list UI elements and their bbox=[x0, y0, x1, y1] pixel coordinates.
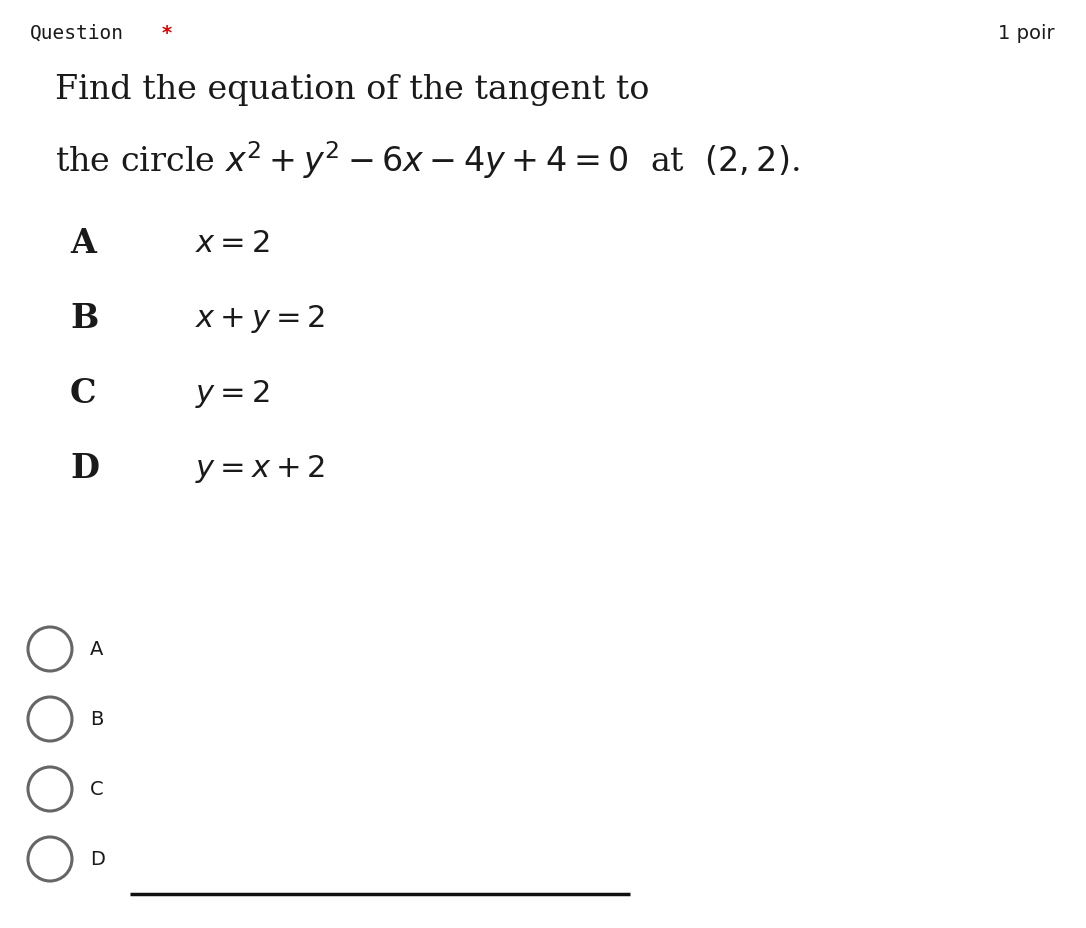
Text: *: * bbox=[162, 24, 172, 43]
Text: A: A bbox=[90, 639, 103, 659]
Text: $x + y = 2$: $x + y = 2$ bbox=[195, 303, 325, 335]
Text: $y = 2$: $y = 2$ bbox=[195, 378, 269, 409]
Text: Question: Question bbox=[30, 24, 124, 43]
Text: $x = 2$: $x = 2$ bbox=[195, 228, 269, 259]
Text: Find the equation of the tangent to: Find the equation of the tangent to bbox=[55, 74, 649, 106]
Text: C: C bbox=[70, 377, 97, 410]
Text: D: D bbox=[90, 850, 105, 869]
Text: C: C bbox=[90, 780, 103, 799]
Text: B: B bbox=[90, 710, 103, 728]
Text: the circle $x^2 + y^2 - 6x - 4y + 4 = 0$  at  $(2, 2)$.: the circle $x^2 + y^2 - 6x - 4y + 4 = 0$… bbox=[55, 139, 799, 181]
Text: D: D bbox=[70, 452, 99, 485]
Text: B: B bbox=[70, 303, 99, 335]
Text: A: A bbox=[70, 227, 96, 260]
Text: 1 poir: 1 poir bbox=[998, 24, 1055, 43]
Text: $y = x + 2$: $y = x + 2$ bbox=[195, 453, 325, 484]
